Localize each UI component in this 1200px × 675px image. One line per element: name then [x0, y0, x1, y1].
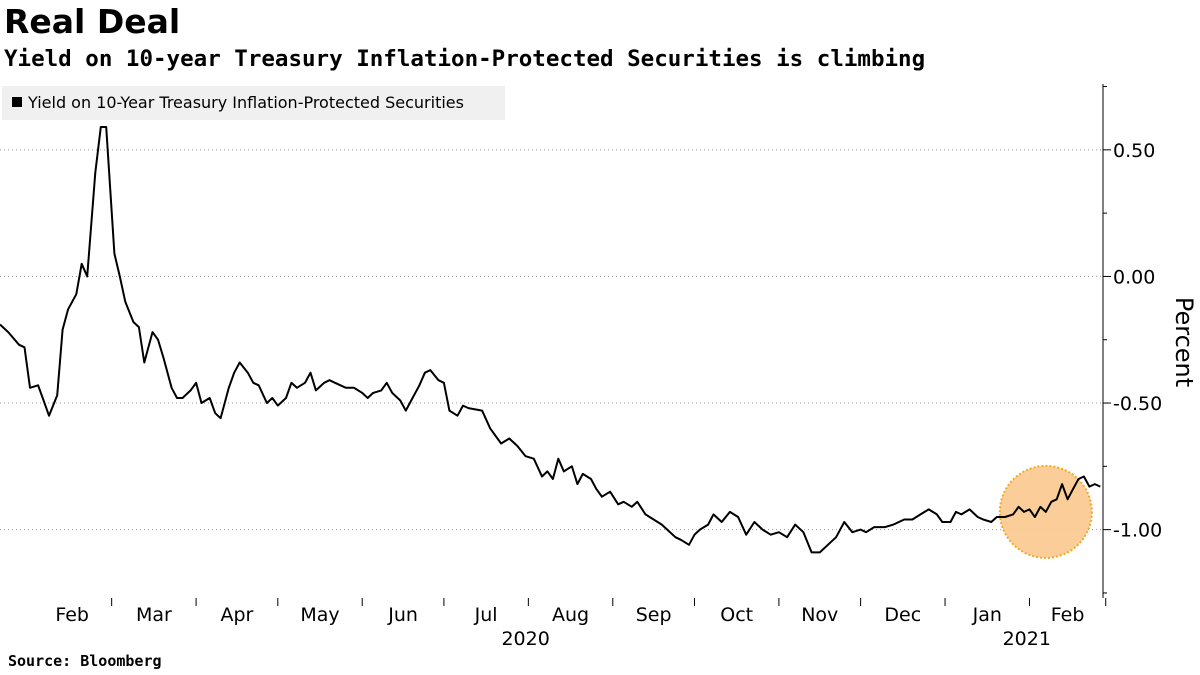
grid-lines [0, 149, 1103, 531]
x-tick-label: Feb [55, 604, 89, 626]
y-tick-label: -1.00 [1113, 520, 1162, 542]
x-tick-label: May [300, 604, 339, 626]
chart-title: Real Deal [4, 2, 181, 41]
x-tick-label: Mar [136, 604, 172, 626]
source-note: Source: Bloomberg [8, 652, 162, 670]
y-axis-label: Percent [1170, 297, 1198, 387]
y-tick-label: 0.50 [1113, 140, 1155, 162]
legend-label: Yield on 10-Year Treasury Inflation-Prot… [27, 93, 464, 112]
x-tick-label: Jan [972, 604, 1002, 626]
x-axis-ticks: Feb Mar Apr May Jun Jul Aug Sep Oct Nov Dec Jan Feb2… [55, 598, 1107, 650]
y-axis-ticks: 0.50 0.00 -0.50 -1.00 [1103, 86, 1162, 594]
x-tick-label: Jun [387, 604, 418, 626]
series-layer [0, 126, 1101, 554]
y-tick-label: 0.00 [1113, 266, 1155, 288]
y-tick-label: -0.50 [1113, 393, 1162, 415]
x-year-label: 2021 [1003, 628, 1051, 650]
legend-swatch [12, 97, 22, 107]
x-tick-label: Oct [720, 604, 753, 626]
x-tick-label: Dec [884, 604, 921, 626]
x-tick-label: Apr [221, 604, 254, 626]
x-year-label: 2020 [501, 628, 549, 650]
x-tick-label: Feb [1051, 604, 1085, 626]
x-tick-label: Aug [552, 604, 589, 626]
x-tick-label: Sep [636, 604, 672, 626]
chart-subtitle: Yield on 10-year Treasury Inflation-Prot… [4, 46, 926, 72]
x-tick-label: Nov [801, 604, 838, 626]
x-tick-label: Jul [474, 604, 498, 626]
legend-box [2, 86, 505, 120]
series-line-tips-yield [0, 126, 1101, 554]
